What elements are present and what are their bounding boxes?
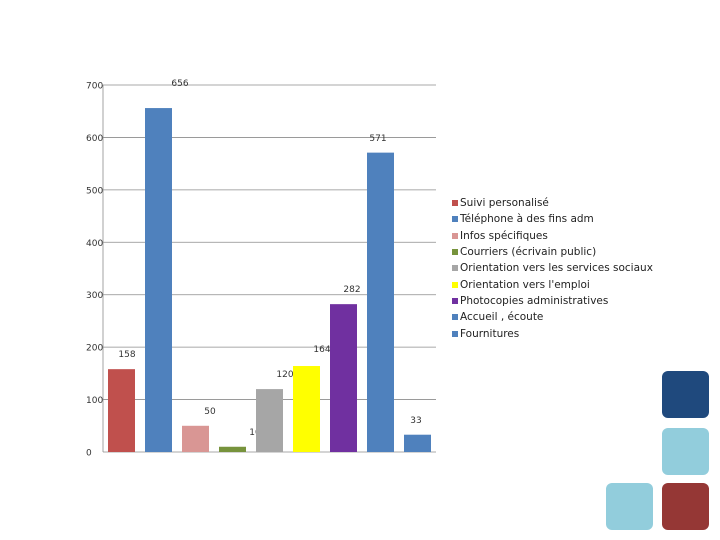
bar [145, 108, 172, 452]
legend-swatch [452, 314, 458, 321]
legend-label: Photocopies administratives [460, 294, 609, 307]
bar [404, 434, 431, 452]
legend-label: Suivi personalisé [460, 197, 549, 210]
legend-swatch [452, 297, 458, 304]
legend-label: Orientation vers les services sociaux [460, 262, 653, 275]
y-tick-label: 500 [86, 186, 103, 196]
bar [256, 389, 283, 452]
legend-label: Infos spécifiques [460, 229, 548, 242]
decorative-square-dark-red [662, 483, 709, 530]
legend-swatch [452, 281, 458, 288]
y-tick-label: 700 [86, 82, 103, 92]
bar [330, 304, 357, 452]
legend-item: Suivi personalisé [452, 195, 652, 211]
legend-swatch [452, 249, 458, 256]
bar [293, 366, 320, 452]
decorative-square-light-blue-upper [662, 428, 709, 475]
bar [182, 425, 209, 452]
legend-swatch [452, 265, 458, 272]
legend-item: Infos spécifiques [452, 228, 652, 244]
legend-swatch [452, 232, 458, 239]
legend-item: Téléphone à des fins adm [452, 211, 652, 227]
legend-item: Photocopies administratives [452, 293, 652, 309]
bar [219, 446, 246, 452]
y-tick-label: 100 [86, 396, 103, 406]
chart-legend: Suivi personalisé Téléphone à des fins ad… [452, 195, 653, 342]
y-tick-label: 300 [86, 291, 103, 301]
legend-label: Courriers (écrivain public) [460, 246, 597, 259]
y-tick-label: 400 [86, 239, 103, 249]
legend-item: Accueil , écoute [452, 309, 652, 325]
legend-swatch [452, 200, 458, 207]
data-label: 33 [410, 416, 421, 426]
y-tick-label: 600 [86, 134, 103, 144]
data-label: 158 [118, 350, 135, 360]
data-label: 10 [249, 428, 261, 438]
legend-item: Orientation vers l'emploi [452, 276, 652, 292]
y-tick-label: 0 [86, 449, 92, 459]
legend-item: Fournitures [452, 325, 652, 341]
legend-label: Téléphone à des fins adm [460, 213, 594, 226]
data-label: 656 [171, 79, 188, 89]
bar [367, 152, 394, 452]
legend-swatch [452, 216, 458, 223]
bar [108, 369, 135, 452]
legend-item: Courriers (écrivain public) [452, 244, 652, 260]
legend-label: Accueil , écoute [460, 311, 544, 324]
legend-label: Fournitures [460, 327, 520, 340]
y-tick-label: 200 [86, 344, 103, 354]
data-label: 50 [204, 407, 216, 417]
legend-item: Orientation vers les services sociaux [452, 260, 653, 276]
data-label: 164 [313, 345, 330, 355]
data-label: 571 [369, 134, 386, 144]
data-label: 120 [276, 370, 293, 380]
data-label: 282 [343, 285, 360, 295]
legend-label: Orientation vers l'emploi [460, 278, 590, 291]
legend-swatch [452, 330, 458, 337]
decorative-square-dark-blue [662, 371, 709, 418]
decorative-square-light-blue-lower [606, 483, 653, 530]
